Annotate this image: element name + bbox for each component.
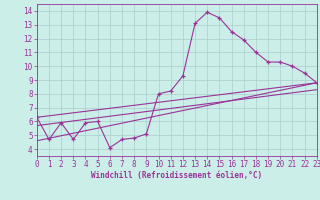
X-axis label: Windchill (Refroidissement éolien,°C): Windchill (Refroidissement éolien,°C): [91, 171, 262, 180]
